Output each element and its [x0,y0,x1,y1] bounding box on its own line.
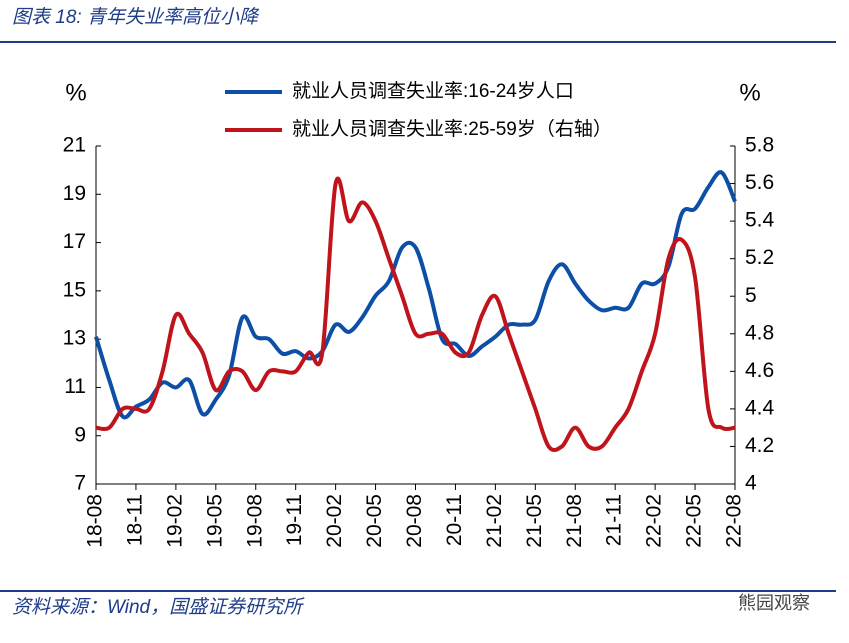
x-tick-label: 21-08 [563,494,586,548]
y-tick-label: 21 [63,134,86,157]
x-tick-label: 19-05 [203,494,226,548]
x-tick-label: 22-05 [683,494,706,548]
x-tick-label: 20-02 [323,494,346,548]
y2-tick-label: 5.8 [745,134,774,157]
y-tick-label: 15 [63,278,86,301]
y-tick-label: 13 [63,327,86,350]
y2-tick-label: 4.4 [745,396,775,419]
y-tick-label: 7 [74,472,86,495]
y-tick-label: 19 [63,182,86,205]
y-tick-label: 9 [74,423,86,446]
series-line [95,176,736,453]
x-tick-label: 19-11 [283,494,306,546]
y-axis-label: % [65,79,86,106]
x-tick-label: 21-11 [603,494,626,546]
y2-tick-label: 5.4 [745,209,775,232]
chart-title: 图表 18: 青年失业率高位小降 [12,6,260,28]
y-tick-label: 11 [64,375,86,398]
x-tick-label: 21-05 [523,494,546,548]
legend-label: 就业人员调查失业率:25-59岁（右轴） [292,118,612,140]
legend-label: 就业人员调查失业率:16-24岁人口 [292,80,574,102]
x-tick-label: 19-08 [243,494,266,548]
x-tick-label: 20-08 [403,494,426,548]
y2-tick-label: 4 [745,472,757,495]
source: 资料来源：Wind，国盛证券研究所 [12,596,305,618]
x-tick-label: 18-11 [123,494,146,546]
x-tick-label: 21-02 [483,494,506,548]
y2-tick-label: 4.6 [745,359,774,382]
x-tick-label: 20-05 [363,494,386,548]
y-tick-label: 17 [63,230,86,253]
y2-tick-label: 5.6 [745,171,774,194]
x-tick-label: 18-08 [84,494,107,548]
x-tick-label: 22-02 [643,494,666,548]
x-tick-label: 20-11 [443,494,466,546]
y2-tick-label: 5 [745,284,757,307]
y2-axis-label: % [739,79,760,106]
series-line [94,170,737,420]
x-tick-label: 19-02 [163,494,186,548]
y2-tick-label: 4.8 [745,321,774,344]
x-tick-label: 22-08 [723,494,746,548]
y2-tick-label: 4.2 [745,434,774,457]
watermark: 熊园观察 [738,593,810,613]
y2-tick-label: 5.2 [745,246,774,269]
